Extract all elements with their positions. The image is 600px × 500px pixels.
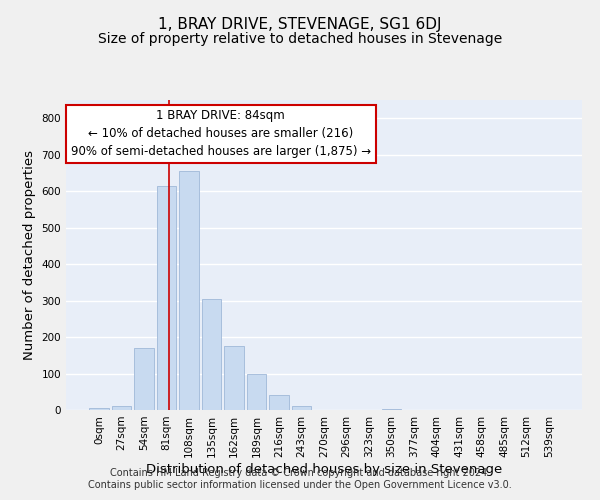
Text: Size of property relative to detached houses in Stevenage: Size of property relative to detached ho… <box>98 32 502 46</box>
Bar <box>269 394 289 410</box>
X-axis label: Distribution of detached houses by size in Stevenage: Distribution of detached houses by size … <box>146 462 502 475</box>
Text: Contains HM Land Registry data © Crown copyright and database right 2024.: Contains HM Land Registry data © Crown c… <box>110 468 490 477</box>
Y-axis label: Number of detached properties: Number of detached properties <box>23 150 36 360</box>
Bar <box>179 171 199 410</box>
Bar <box>112 406 131 410</box>
Bar <box>247 374 266 410</box>
Bar <box>134 348 154 410</box>
Bar <box>89 408 109 410</box>
Bar <box>202 299 221 410</box>
Bar <box>224 346 244 410</box>
Text: 1 BRAY DRIVE: 84sqm
← 10% of detached houses are smaller (216)
90% of semi-detac: 1 BRAY DRIVE: 84sqm ← 10% of detached ho… <box>71 110 371 158</box>
Text: Contains public sector information licensed under the Open Government Licence v3: Contains public sector information licen… <box>88 480 512 490</box>
Bar <box>157 186 176 410</box>
Text: 1, BRAY DRIVE, STEVENAGE, SG1 6DJ: 1, BRAY DRIVE, STEVENAGE, SG1 6DJ <box>158 18 442 32</box>
Bar <box>292 406 311 410</box>
